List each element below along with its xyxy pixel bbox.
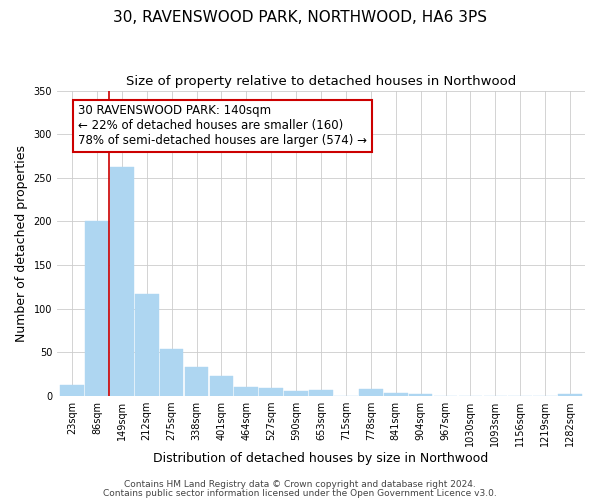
Bar (209, 376, 233, 396)
Bar (359, 389, 383, 396)
Title: Size of property relative to detached houses in Northwood: Size of property relative to detached ho… (126, 75, 516, 88)
Bar (384, 394, 407, 396)
Text: 30 RAVENSWOOD PARK: 140sqm
← 22% of detached houses are smaller (160)
78% of sem: 30 RAVENSWOOD PARK: 140sqm ← 22% of deta… (78, 104, 367, 148)
Bar (60, 384, 84, 396)
Bar (235, 388, 258, 396)
Bar (259, 388, 283, 396)
Bar (135, 294, 158, 396)
Text: Contains HM Land Registry data © Crown copyright and database right 2024.: Contains HM Land Registry data © Crown c… (124, 480, 476, 489)
Text: 30, RAVENSWOOD PARK, NORTHWOOD, HA6 3PS: 30, RAVENSWOOD PARK, NORTHWOOD, HA6 3PS (113, 10, 487, 25)
Bar (284, 391, 308, 396)
Bar (110, 168, 134, 396)
Text: Contains public sector information licensed under the Open Government Licence v3: Contains public sector information licen… (103, 490, 497, 498)
Y-axis label: Number of detached properties: Number of detached properties (15, 145, 28, 342)
X-axis label: Distribution of detached houses by size in Northwood: Distribution of detached houses by size … (154, 452, 488, 465)
Bar (558, 394, 582, 396)
Bar (85, 222, 109, 396)
Bar (409, 394, 433, 396)
Bar (309, 390, 333, 396)
Bar (185, 368, 208, 396)
Bar (160, 349, 184, 396)
